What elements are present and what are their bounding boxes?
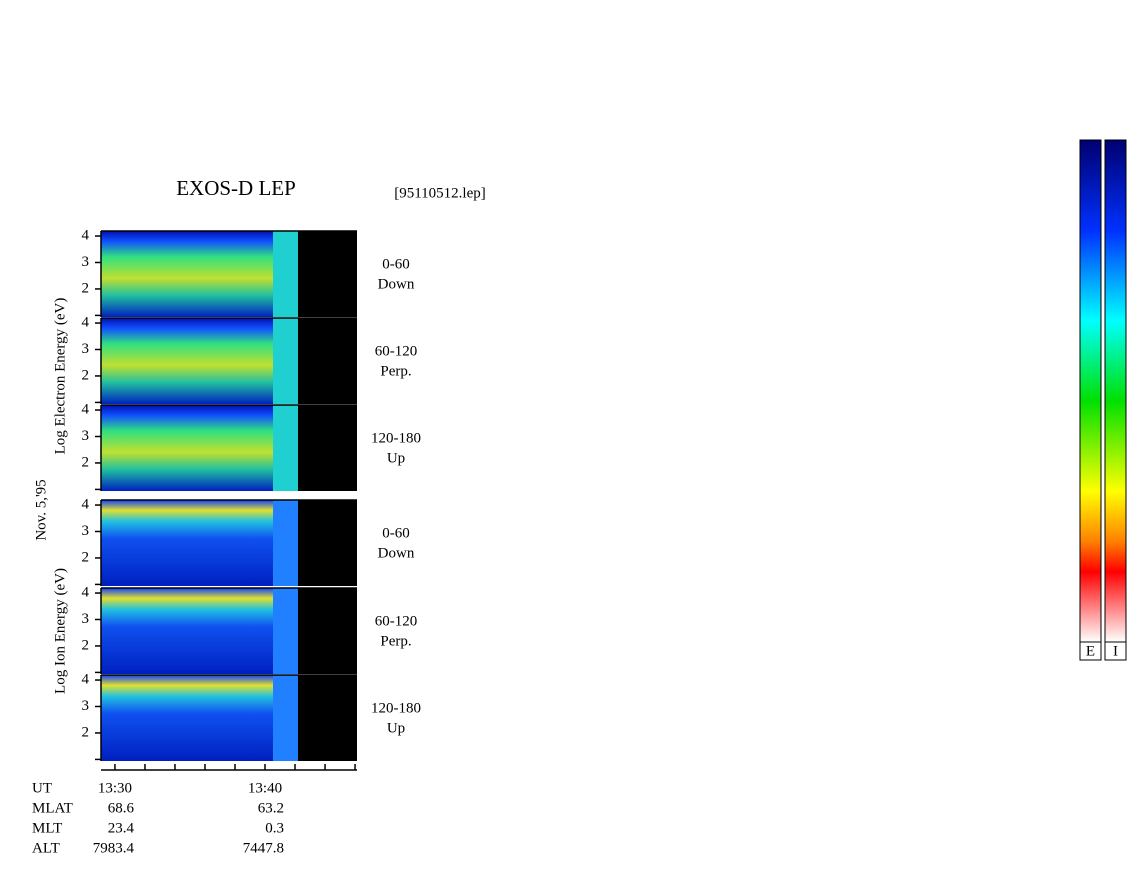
- no-data: [298, 231, 357, 317]
- spectrogram: [101, 675, 273, 761]
- direction-label: Up: [387, 450, 405, 466]
- orbit-value: 63.2: [258, 800, 284, 816]
- y-tick-label: 4: [82, 496, 90, 512]
- y-tick-label: 3: [82, 341, 90, 357]
- spectrogram-gap: [273, 675, 298, 761]
- y-tick-label: 4: [82, 671, 90, 687]
- y-tick-label: 4: [82, 584, 90, 600]
- pitch-angle-label: 120-180: [371, 700, 421, 716]
- orbit-value: 7447.8: [243, 840, 284, 856]
- y-tick-label: 2: [82, 367, 90, 383]
- y-tick-label: 3: [82, 698, 90, 714]
- no-data: [298, 675, 357, 761]
- colorbar: [1104, 139, 1127, 643]
- spectrogram-gap: [273, 405, 298, 491]
- y-tick-label: 3: [82, 428, 90, 444]
- y-tick-label: 2: [82, 637, 90, 653]
- file-name: [95110512.lep]: [394, 185, 486, 201]
- colorbar: [1079, 139, 1102, 643]
- y-tick-label: 2: [82, 724, 90, 740]
- y-tick-label: 3: [82, 254, 90, 270]
- spectrogram: [101, 500, 273, 586]
- orbit-row-label: MLAT: [32, 800, 73, 816]
- pitch-angle-label: 0-60: [382, 256, 410, 272]
- colorbar-label-box: [1104, 641, 1127, 661]
- spectrogram-gap: [273, 231, 298, 317]
- orbit-row-label: UT: [32, 780, 52, 796]
- direction-label: Perp.: [380, 633, 411, 649]
- orbit-value: 0.3: [265, 820, 284, 836]
- pitch-angle-label: 0-60: [382, 525, 410, 541]
- y-tick-label: 4: [82, 314, 90, 330]
- pitch-angle-label: 60-120: [375, 613, 418, 629]
- pitch-angle-label: 60-120: [375, 343, 418, 359]
- orbit-value: 68.6: [108, 800, 135, 816]
- pitch-angle-label: 120-180: [371, 430, 421, 446]
- colorbar-label: E: [1086, 643, 1095, 659]
- y-tick-label: 2: [82, 280, 90, 296]
- y-tick-label: 4: [82, 227, 90, 243]
- date-label: Nov. 5,'95: [33, 479, 49, 540]
- title: EXOS-D LEP: [176, 176, 296, 200]
- spectrogram: [101, 588, 273, 674]
- colorbar-label: I: [1113, 643, 1118, 659]
- orbit-value: 7983.4: [93, 840, 135, 856]
- orbit-value: 23.4: [108, 820, 135, 836]
- direction-label: Up: [387, 720, 405, 736]
- y-tick-label: 3: [82, 523, 90, 539]
- x-tick-label: 13:30: [98, 780, 132, 796]
- y-axis-label: Log Electron Energy (eV): [52, 298, 68, 455]
- spectrogram-gap: [273, 318, 298, 404]
- x-tick-label: 13:40: [248, 780, 282, 796]
- direction-label: Down: [378, 545, 415, 561]
- spectrogram: [101, 405, 273, 491]
- spectrogram-gap: [273, 500, 298, 586]
- y-axis-label: Log Ion Energy (eV): [52, 568, 68, 694]
- no-data: [298, 318, 357, 404]
- y-tick-label: 2: [82, 549, 90, 565]
- direction-label: Down: [378, 276, 415, 292]
- spectrogram-gap: [273, 588, 298, 674]
- y-tick-label: 2: [82, 454, 90, 470]
- no-data: [298, 500, 357, 586]
- no-data: [298, 405, 357, 491]
- orbit-row-label: ALT: [32, 840, 60, 856]
- orbit-row-label: MLT: [32, 820, 62, 836]
- spectrogram: [101, 231, 273, 317]
- no-data: [298, 588, 357, 674]
- y-tick-label: 4: [82, 401, 90, 417]
- spectrogram: [101, 318, 273, 404]
- direction-label: Perp.: [380, 363, 411, 379]
- y-tick-label: 3: [82, 611, 90, 627]
- colorbar-label-box: [1079, 641, 1102, 661]
